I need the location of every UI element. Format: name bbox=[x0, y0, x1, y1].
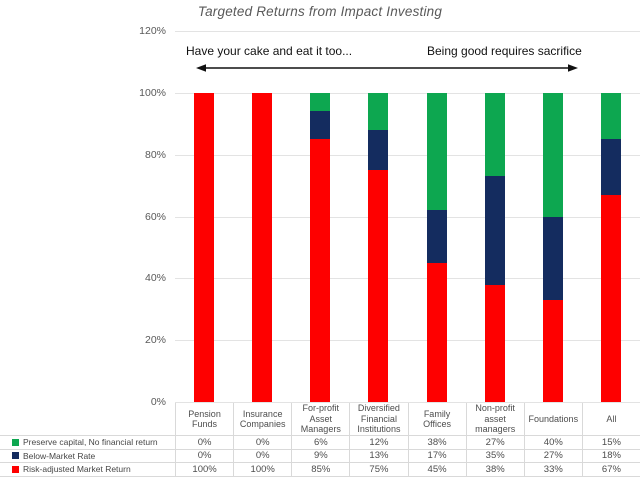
y-axis-tick-label: 60% bbox=[144, 210, 166, 223]
bar-family-offices bbox=[426, 31, 447, 402]
gridline bbox=[175, 31, 640, 32]
bar-diversified-financial-institutions bbox=[368, 31, 389, 402]
table-value: 17% bbox=[407, 449, 466, 463]
table-value: 0% bbox=[233, 436, 292, 450]
legend-swatch bbox=[12, 465, 19, 473]
bar-segment-below-market-rate bbox=[484, 176, 505, 285]
bar-segment-below-market-rate bbox=[600, 139, 621, 195]
table-value: 13% bbox=[349, 449, 408, 463]
legend-swatch bbox=[12, 452, 19, 460]
table-value: 67% bbox=[581, 463, 640, 477]
table-value: 9% bbox=[291, 449, 350, 463]
legend-item: Preserve capital, No financial return bbox=[0, 436, 175, 450]
category-header: Family Offices bbox=[407, 403, 466, 436]
gridline bbox=[175, 340, 640, 342]
y-axis-tick-label: 20% bbox=[144, 334, 166, 347]
table-value: 18% bbox=[581, 449, 640, 463]
table-value: 85% bbox=[291, 463, 350, 477]
legend-label: Preserve capital, No financial return bbox=[23, 437, 158, 448]
bar-segment-risk-adjusted-market-return bbox=[194, 92, 215, 402]
bar-for-profit-asset-managers bbox=[310, 31, 331, 402]
bar-segment-preserve-capital-no-financial-return bbox=[484, 92, 505, 177]
table-value: 100% bbox=[233, 463, 292, 477]
table-value: 27% bbox=[523, 449, 582, 463]
chart-title: Targeted Returns from Impact Investing bbox=[197, 4, 443, 19]
category-header: Diversified Financial Institutions bbox=[349, 403, 408, 436]
table-value: 100% bbox=[175, 463, 234, 477]
bar-non-profit-asset-managers bbox=[484, 31, 505, 402]
table-value: 0% bbox=[175, 436, 234, 450]
category-header: All bbox=[581, 403, 640, 436]
gridline bbox=[175, 278, 640, 280]
y-axis-tick-label: 120% bbox=[139, 25, 166, 37]
bar-pension-funds bbox=[194, 31, 215, 402]
bar-segment-below-market-rate bbox=[542, 216, 563, 300]
bar-insurance-companies bbox=[252, 31, 273, 402]
legend-swatch bbox=[12, 438, 19, 446]
y-axis-tick-label: 100% bbox=[139, 86, 166, 99]
gridline bbox=[175, 402, 640, 403]
bar-foundations bbox=[542, 31, 563, 402]
y-axis-tick-label: 0% bbox=[150, 396, 166, 408]
table-value: 0% bbox=[175, 449, 234, 463]
legend-label: Risk-adjusted Market Return bbox=[23, 464, 131, 475]
bar-segment-risk-adjusted-market-return bbox=[542, 299, 563, 402]
annotation-have-your-cake: Have your cake and eat it too... bbox=[186, 44, 353, 58]
table-value: 6% bbox=[291, 436, 350, 450]
plot-area bbox=[175, 31, 640, 403]
bar-all bbox=[600, 31, 621, 402]
bar-segment-risk-adjusted-market-return bbox=[484, 284, 505, 402]
table-value: 45% bbox=[407, 463, 466, 477]
table-value: 15% bbox=[581, 436, 640, 450]
bar-segment-preserve-capital-no-financial-return bbox=[368, 92, 389, 130]
bar-segment-risk-adjusted-market-return bbox=[252, 92, 273, 402]
bar-segment-below-market-rate bbox=[310, 111, 331, 140]
bar-segment-preserve-capital-no-financial-return bbox=[542, 92, 563, 217]
double-arrow-icon bbox=[196, 64, 578, 72]
bar-segment-below-market-rate bbox=[368, 129, 389, 171]
annotation-being-good: Being good requires sacrifice bbox=[427, 44, 582, 58]
table-value: 33% bbox=[523, 463, 582, 477]
legend-item: Risk-adjusted Market Return bbox=[0, 463, 175, 477]
category-header: Non-profit asset managers bbox=[465, 403, 524, 436]
bar-segment-preserve-capital-no-financial-return bbox=[426, 92, 447, 211]
category-header: Insurance Companies bbox=[233, 403, 292, 436]
bar-segment-preserve-capital-no-financial-return bbox=[600, 92, 621, 140]
legend-item: Below-Market Rate bbox=[0, 450, 175, 463]
table-value: 12% bbox=[349, 436, 408, 450]
data-table: Pension Funds Insurance Companies For-prof… bbox=[0, 403, 640, 477]
table-value: 38% bbox=[407, 436, 466, 450]
category-header: Foundations bbox=[523, 403, 582, 436]
table-value: 38% bbox=[465, 463, 524, 477]
legend-label: Below-Market Rate bbox=[23, 450, 96, 461]
table-value: 40% bbox=[523, 436, 582, 450]
table-value: 27% bbox=[465, 436, 524, 450]
gridline bbox=[175, 92, 640, 94]
gridline bbox=[175, 154, 640, 156]
table-value: 75% bbox=[349, 463, 408, 477]
y-axis-tick-label: 40% bbox=[144, 272, 166, 285]
gridline bbox=[175, 216, 640, 218]
category-header: For-profit Asset Managers bbox=[291, 403, 350, 436]
bar-segment-risk-adjusted-market-return bbox=[310, 139, 331, 402]
table-value: 0% bbox=[233, 449, 292, 463]
bar-segment-below-market-rate bbox=[426, 210, 447, 263]
bar-segment-risk-adjusted-market-return bbox=[368, 170, 389, 402]
category-header: Pension Funds bbox=[175, 403, 234, 436]
bar-segment-risk-adjusted-market-return bbox=[426, 262, 447, 402]
table-value: 35% bbox=[465, 449, 524, 463]
bar-segment-preserve-capital-no-financial-return bbox=[310, 92, 331, 112]
table-corner-cell bbox=[0, 403, 175, 436]
y-axis-tick-label: 80% bbox=[144, 148, 166, 161]
bar-segment-risk-adjusted-market-return bbox=[600, 194, 621, 402]
